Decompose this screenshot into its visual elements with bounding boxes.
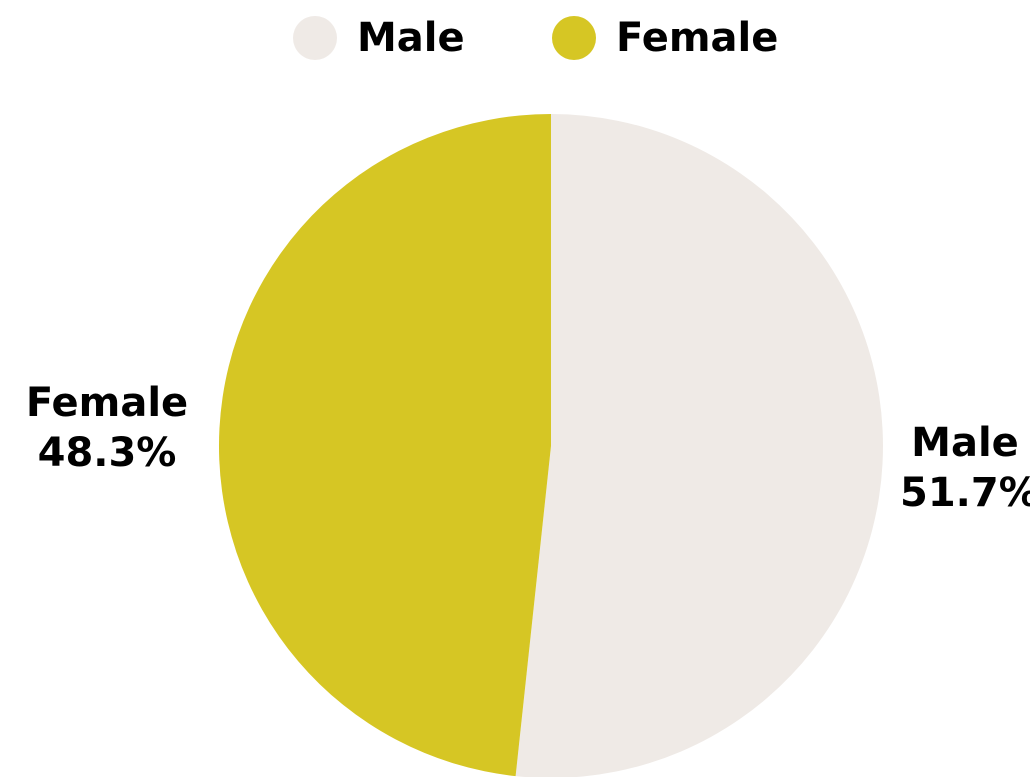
legend-label-male: Male [357, 15, 465, 61]
legend-item-female: Female [552, 10, 778, 66]
slice-label-male: Male 51.7% [900, 418, 1030, 518]
pie-slice-female [218, 114, 551, 777]
slice-label-female: Female 48.3% [12, 378, 202, 478]
chart-legend: Male Female [0, 10, 1030, 66]
legend-item-male: Male [293, 10, 465, 66]
legend-swatch-female [552, 16, 596, 60]
slice-label-female-value: 48.3% [37, 430, 177, 476]
slice-label-female-name: Female [25, 380, 189, 426]
pie-slice-male [515, 114, 883, 777]
legend-swatch-male [293, 16, 337, 60]
slice-label-male-value: 51.7% [900, 470, 1030, 516]
legend-label-female: Female [616, 15, 779, 61]
slice-label-male-name: Male [911, 420, 1019, 466]
